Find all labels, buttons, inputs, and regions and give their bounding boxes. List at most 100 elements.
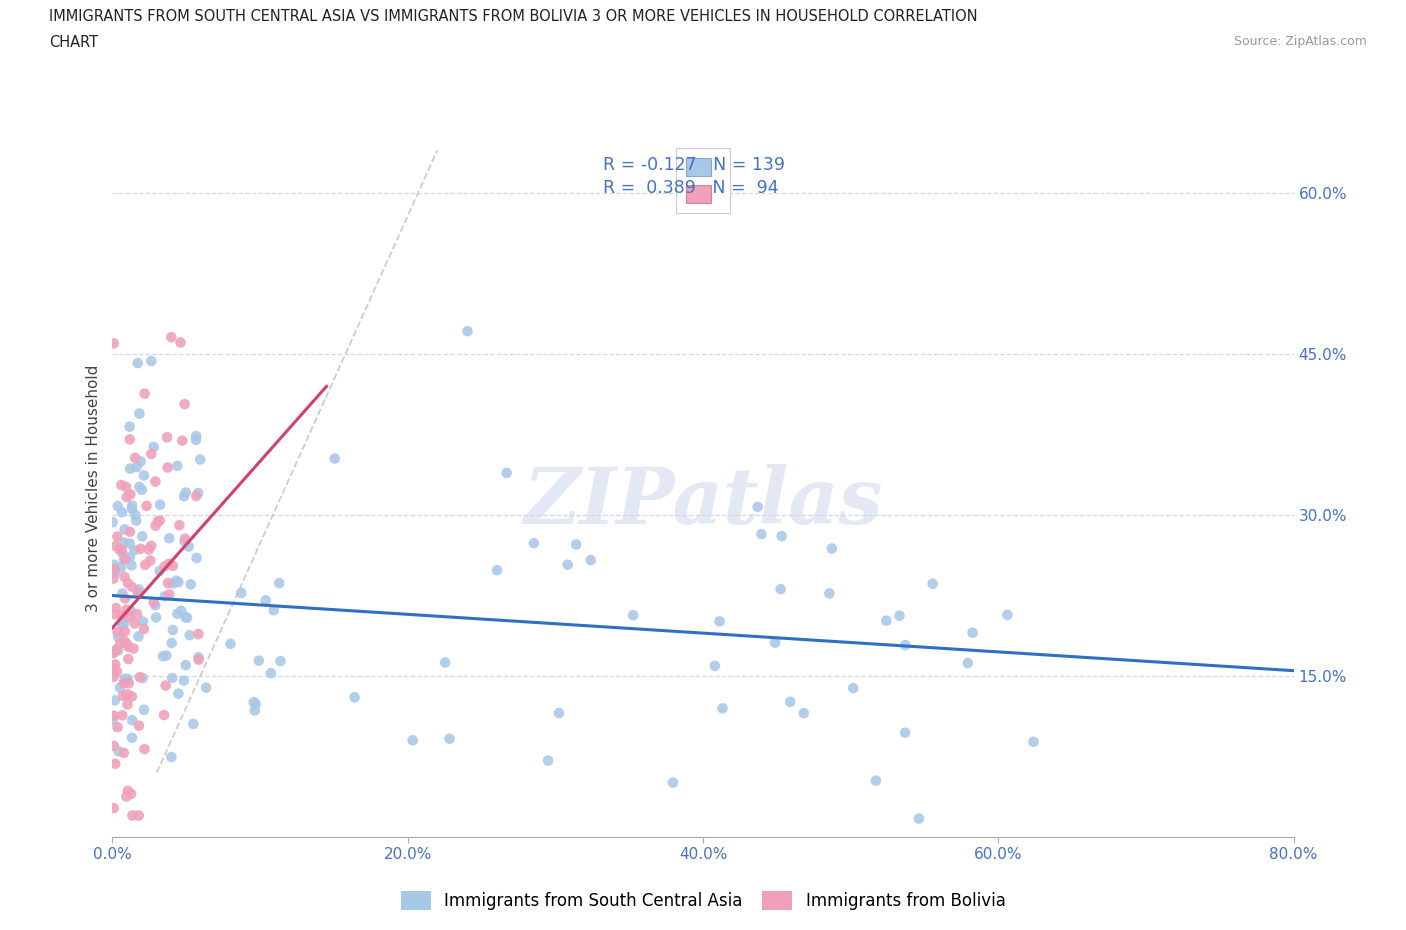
Point [112,746,135,761]
Point [111,505,134,520]
Point [962,625,984,640]
Point [103,557,125,572]
Point [152,649,174,664]
Point [121,579,143,594]
Point [170,604,193,618]
Point [149,564,172,578]
Point [169,335,191,350]
Point [103,738,125,753]
Point [260,666,283,681]
Point [149,513,172,528]
Point [173,397,195,412]
Point [115,480,138,495]
Point [131,483,153,498]
Point [160,330,183,345]
Point [118,609,141,624]
Point [124,508,146,523]
Point [112,688,135,703]
Point [131,671,153,685]
Point [117,697,139,711]
Point [254,593,277,608]
Point [146,514,169,529]
Point [751,526,773,541]
Point [118,536,141,551]
Point [107,643,129,658]
Point [114,536,136,551]
Point [709,614,731,629]
Point [169,518,191,533]
Point [174,485,197,500]
Point [139,553,162,568]
Point [188,452,211,467]
Point [187,650,209,665]
Point [104,657,127,671]
Point [711,701,734,716]
Point [172,433,194,448]
Point [132,614,155,629]
Point [111,708,134,723]
Point [121,689,143,704]
Point [127,355,149,370]
Point [103,336,125,351]
Point [174,658,197,672]
Point [117,652,139,667]
Point [181,716,204,731]
Point [103,571,125,586]
Point [134,741,156,756]
Point [125,459,148,474]
Point [111,542,134,557]
Point [187,652,209,667]
Point [107,630,129,644]
Point [145,474,167,489]
Point [122,641,145,656]
Point [115,636,138,651]
Point [110,608,132,623]
Point [180,577,202,591]
Point [114,633,136,648]
Point [174,531,197,546]
Point [162,671,184,685]
Point [565,537,588,551]
Point [908,811,931,826]
Point [108,542,131,557]
Point [105,642,128,657]
Point [434,655,457,670]
Point [114,671,136,686]
Point [174,610,197,625]
Point [115,687,138,702]
Point [153,708,176,723]
Legend: Immigrants from South Central Asia, Immigrants from Bolivia: Immigrants from South Central Asia, Immi… [394,884,1012,917]
Point [269,654,291,669]
Point [155,678,177,693]
Point [160,750,183,764]
Point [195,680,218,695]
Point [176,610,198,625]
Point [118,432,141,446]
Point [138,542,160,557]
Point [263,603,285,618]
Point [156,430,179,445]
Point [134,557,156,572]
Point [997,607,1019,622]
Point [117,640,139,655]
Point [114,551,136,566]
Point [486,563,509,578]
Point [129,454,152,469]
Point [128,670,150,684]
Point [219,636,242,651]
Point [894,725,917,740]
Point [104,607,127,622]
Point [108,636,131,651]
Point [769,581,792,596]
Point [112,672,135,687]
Point [548,706,571,721]
Point [179,628,201,643]
Point [763,635,786,650]
Point [186,429,208,444]
Point [134,386,156,401]
Point [818,586,841,601]
Point [104,565,127,580]
Point [894,638,917,653]
Point [703,658,725,673]
Point [167,575,190,590]
